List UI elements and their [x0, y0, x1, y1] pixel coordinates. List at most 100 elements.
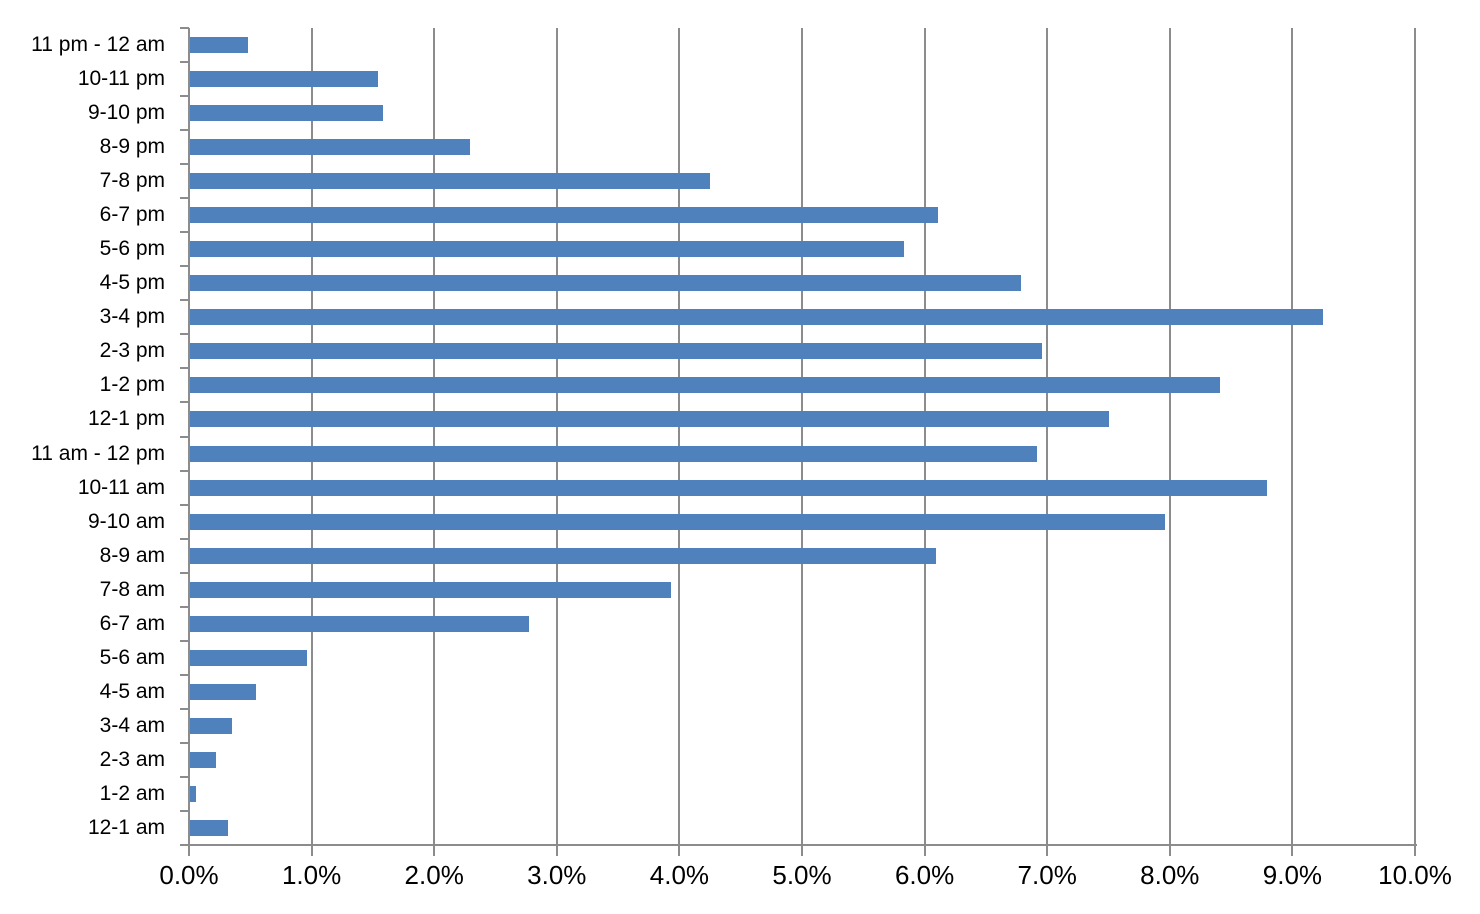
y-axis-line — [188, 28, 190, 856]
y-tick — [180, 197, 189, 200]
x-tick — [923, 845, 926, 856]
y-tick — [180, 741, 189, 744]
y-axis-label: 5-6 am — [99, 645, 165, 669]
bar — [189, 615, 529, 632]
x-tick — [1168, 845, 1171, 856]
y-axis-label: 9-10 am — [87, 509, 165, 533]
y-tick — [180, 435, 189, 438]
gridline — [1291, 28, 1294, 845]
y-axis-label: 2-3 pm — [99, 339, 165, 363]
y-tick — [180, 163, 189, 166]
bar — [189, 241, 904, 258]
x-tick — [433, 845, 436, 856]
y-tick — [180, 299, 189, 302]
y-axis-label: 6-7 am — [99, 611, 165, 635]
y-tick — [180, 605, 189, 608]
x-axis-label: 2.0% — [404, 860, 464, 890]
x-tick — [678, 845, 681, 856]
y-tick — [180, 673, 189, 676]
x-axis-label: 9.0% — [1262, 860, 1323, 890]
y-tick — [180, 537, 189, 540]
x-tick — [801, 845, 803, 856]
y-tick — [180, 333, 189, 336]
y-axis-label: 9-10 pm — [87, 101, 165, 125]
bar — [189, 445, 1038, 462]
y-tick — [180, 231, 189, 234]
y-axis-label: 6-7 pm — [99, 203, 165, 227]
y-axis-label: 12-1 am — [87, 815, 165, 839]
x-axis-label: 8.0% — [1140, 860, 1200, 890]
bar — [189, 717, 232, 734]
bar — [189, 547, 936, 564]
bar — [189, 513, 1165, 530]
y-axis-label: 4-5 am — [99, 679, 165, 703]
bar — [189, 751, 216, 768]
y-tick — [180, 809, 189, 812]
y-tick — [180, 775, 189, 778]
y-tick — [180, 367, 189, 370]
y-axis-label: 3-4 am — [99, 713, 165, 737]
bar — [189, 309, 1324, 326]
x-axis-label: 3.0% — [527, 860, 587, 890]
bar — [189, 173, 711, 190]
bar — [189, 275, 1022, 292]
x-axis-label: 1.0% — [281, 860, 342, 890]
x-axis-label: 5.0% — [772, 860, 832, 890]
gridline — [310, 28, 313, 845]
x-tick — [1414, 845, 1416, 856]
y-axis-label: 11 am - 12 pm — [31, 441, 165, 465]
bar — [189, 649, 307, 666]
bar — [189, 343, 1043, 360]
y-axis-label: 11 pm - 12 am — [31, 33, 165, 56]
y-tick — [180, 27, 189, 29]
y-axis-label: 7-8 am — [99, 577, 165, 601]
bar — [189, 105, 383, 122]
y-tick — [180, 639, 189, 642]
y-tick — [180, 265, 189, 268]
y-axis-label: 1-2 pm — [99, 373, 165, 397]
gridline — [1046, 28, 1049, 845]
y-tick — [180, 61, 189, 64]
x-axis-label: 4.0% — [649, 860, 710, 890]
y-tick — [180, 707, 189, 710]
plot-area — [189, 28, 1416, 845]
y-tick — [180, 95, 189, 98]
y-tick — [180, 844, 189, 846]
y-tick — [180, 571, 189, 574]
y-axis-label: 1-2 am — [99, 781, 165, 805]
y-tick — [180, 401, 189, 404]
bar — [189, 819, 229, 836]
gridline — [1168, 28, 1171, 845]
x-tick — [1291, 845, 1294, 856]
x-tick — [555, 845, 558, 856]
bar — [189, 581, 671, 598]
y-axis-label: 3-4 pm — [99, 305, 165, 329]
x-tick — [310, 845, 313, 856]
x-tick — [1046, 845, 1049, 856]
y-axis-label: 12-1 pm — [87, 407, 165, 431]
x-axis-line — [181, 844, 1417, 846]
gridline — [1414, 28, 1416, 845]
y-axis-label: 8-9 pm — [99, 135, 165, 159]
y-tick — [180, 129, 189, 132]
x-axis-label: 6.0% — [894, 860, 955, 890]
x-tick — [188, 845, 190, 856]
x-axis-label: 0.0% — [159, 860, 219, 890]
gridline — [923, 28, 926, 845]
bar — [189, 207, 939, 224]
x-axis-label: 10.0% — [1378, 860, 1452, 890]
gridline — [678, 28, 681, 845]
y-tick — [180, 469, 189, 472]
bar — [189, 71, 378, 88]
bar — [189, 479, 1267, 496]
gridline — [433, 28, 436, 845]
bar — [189, 139, 470, 156]
y-tick — [180, 503, 189, 506]
gridline — [555, 28, 558, 845]
gridline — [801, 28, 803, 845]
y-axis-label: 7-8 pm — [99, 169, 165, 193]
x-axis-label: 7.0% — [1017, 860, 1077, 890]
y-axis-label: 10-11 am — [77, 475, 165, 499]
bar — [189, 785, 197, 802]
